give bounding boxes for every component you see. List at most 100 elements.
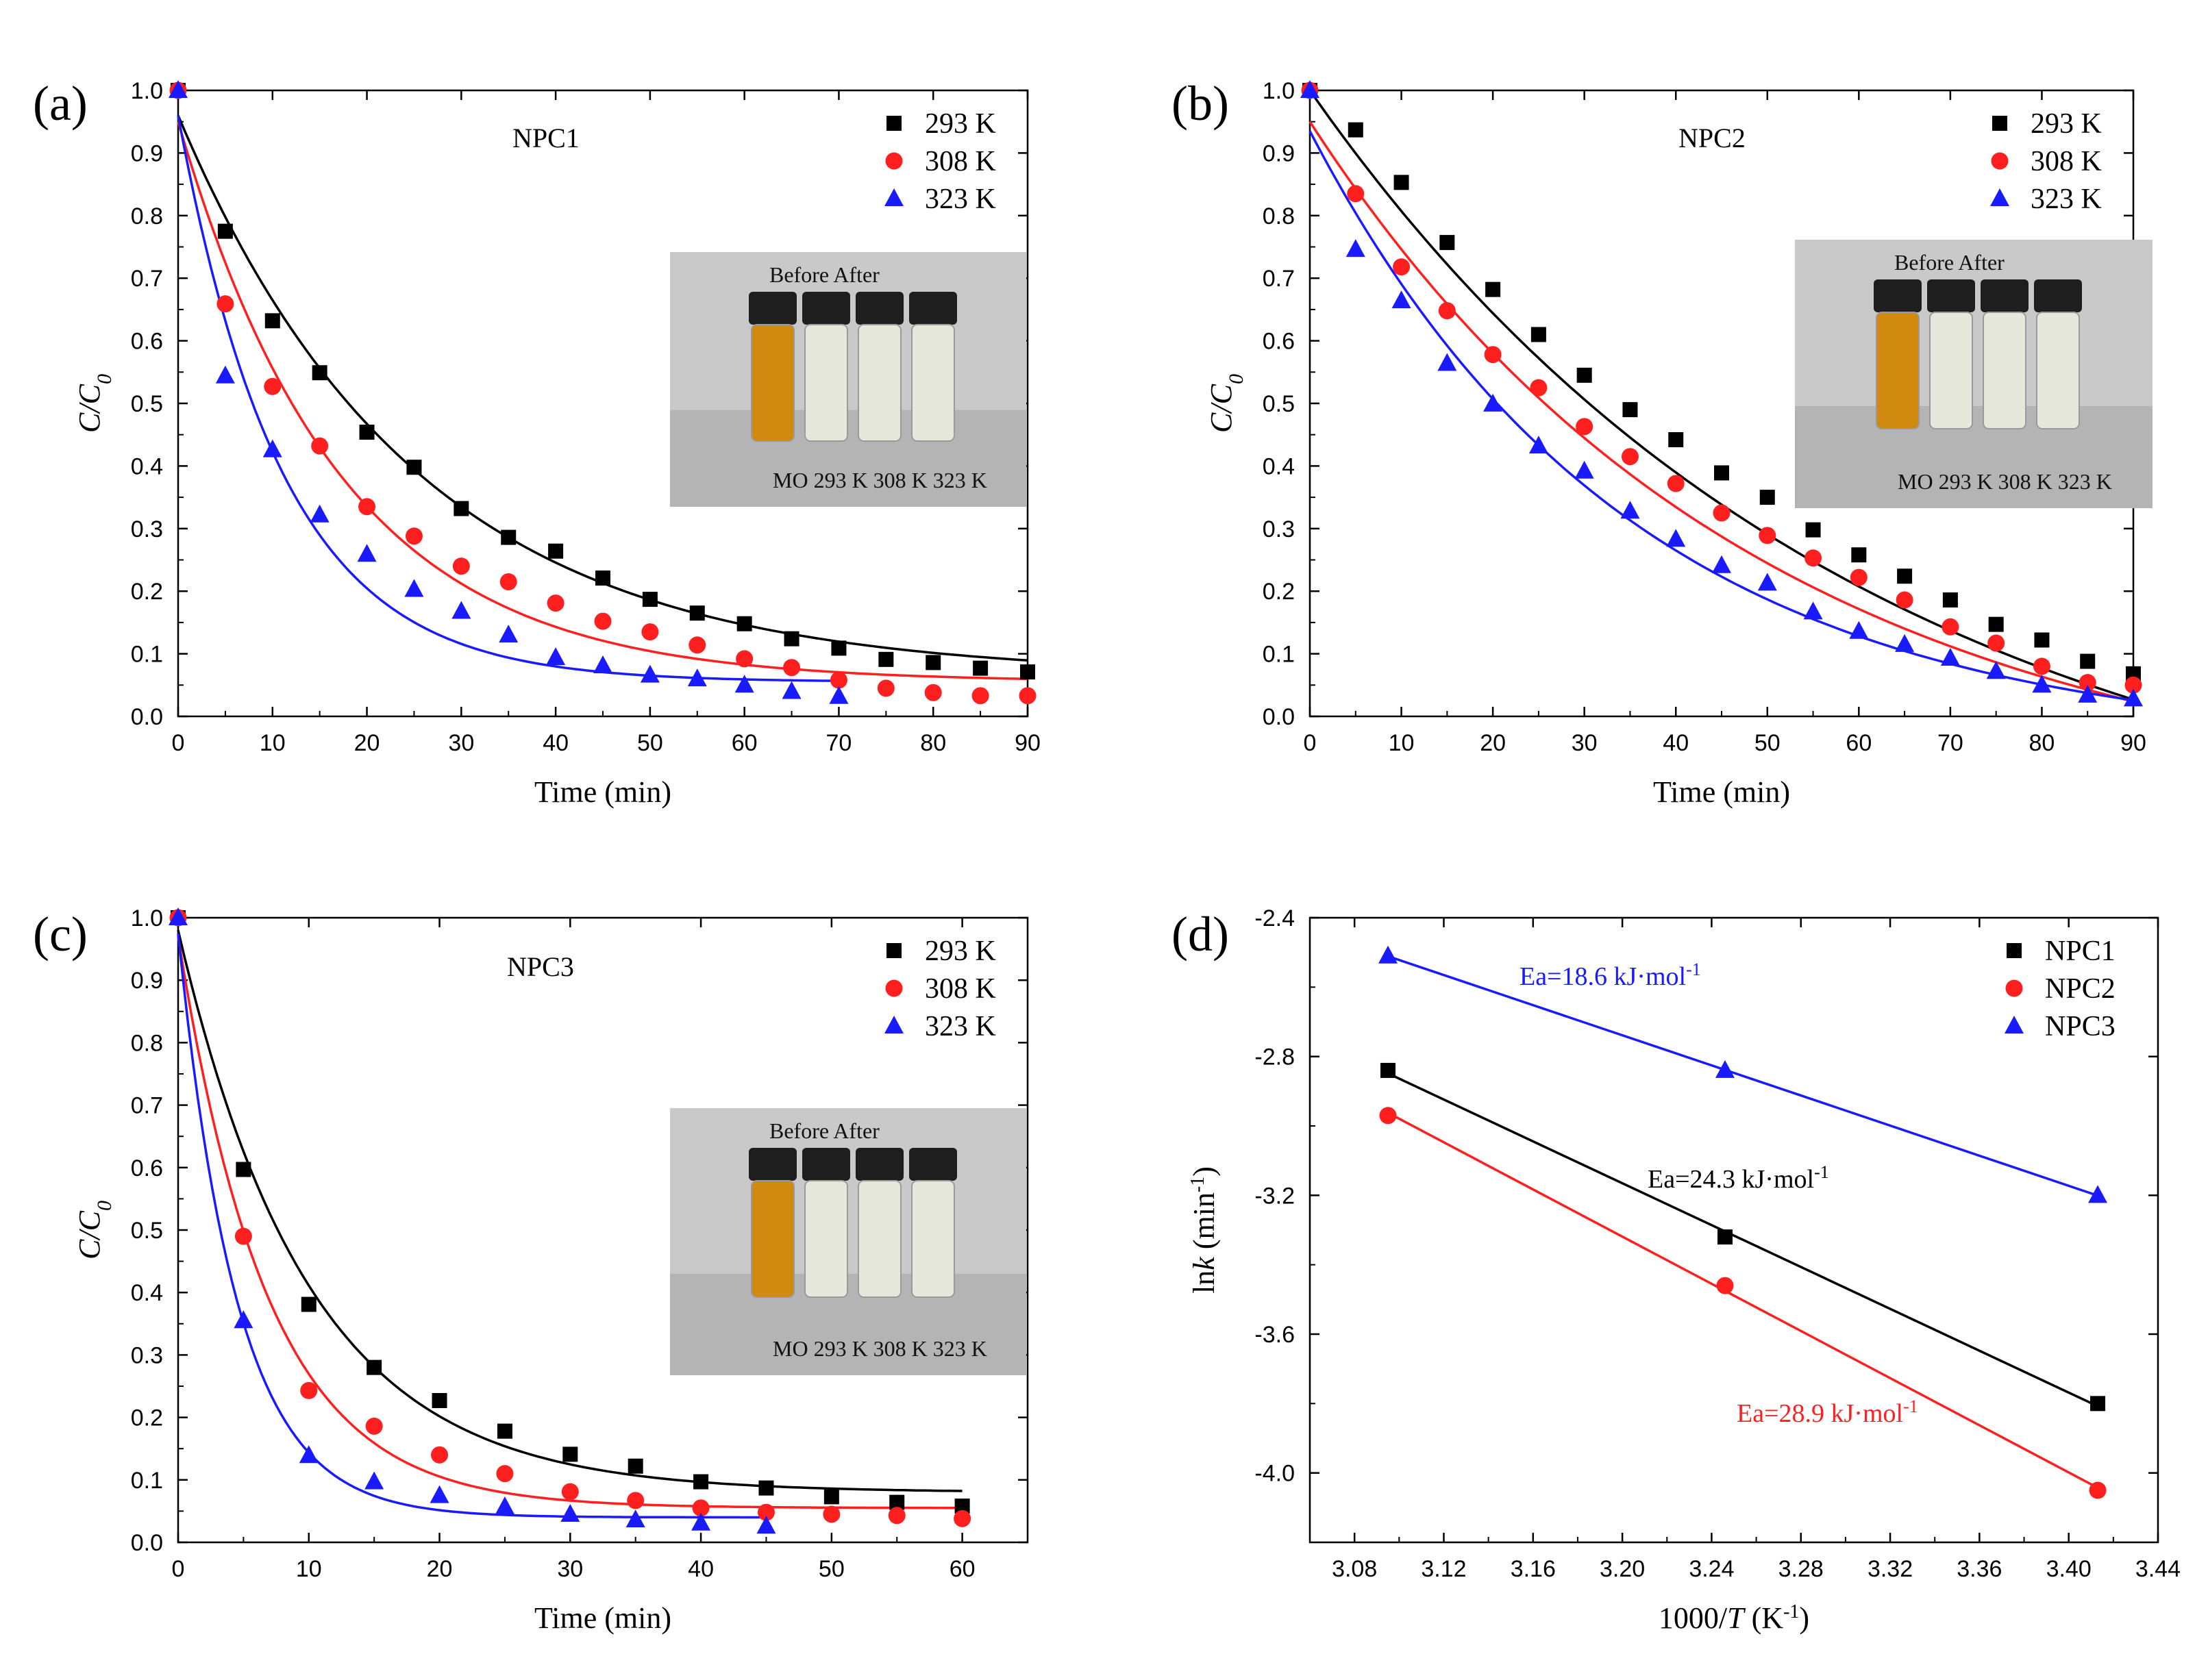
data-point (1803, 601, 1823, 620)
x-axis-title: Time (min) (534, 1601, 671, 1635)
data-point (2079, 674, 2096, 692)
data-point (2034, 632, 2050, 648)
legend-label: 293 K (2031, 108, 2102, 140)
data-point (1300, 80, 1319, 98)
data-point (169, 80, 188, 98)
x-tick-label: 30 (557, 1556, 583, 1582)
chart-title: NPC1 (512, 123, 580, 153)
vial-body (804, 1180, 848, 1298)
data-point (924, 684, 942, 701)
data-point (823, 1505, 841, 1523)
x-tick-label: 3.16 (1511, 1556, 1556, 1582)
data-point (1667, 475, 1685, 492)
data-point (1757, 573, 1777, 591)
data-point (1576, 367, 1592, 383)
vial-body (2036, 312, 2080, 429)
data-point (431, 1446, 449, 1464)
vial-body (804, 324, 848, 442)
x-tick-label: 60 (950, 1556, 976, 1582)
data-point (1530, 327, 1546, 342)
data-point (1896, 591, 1913, 609)
x-tick-label: 80 (2029, 730, 2055, 756)
data-point (628, 1458, 643, 1474)
x-tick-label: 60 (732, 730, 758, 756)
data-point (299, 1445, 319, 1464)
y-tick-label: 0.8 (131, 203, 163, 229)
data-point (1345, 239, 1365, 258)
data-point (1393, 258, 1411, 276)
y-tick-label: 0.7 (131, 266, 163, 292)
x-tick-label: 50 (1754, 730, 1781, 756)
data-point (236, 1162, 251, 1177)
inset-photo: Before After MO 293 K 308 K 323 K (1795, 240, 2153, 508)
data-point (1528, 436, 1548, 454)
vial-cap (749, 1148, 797, 1181)
inset-table (1795, 406, 2153, 508)
data-point (365, 1417, 383, 1435)
chart-a: (a) 0 10 20 30 40 50 60 70 80 90 0.0 0.1 0.2 0.3 0.4 0.5… (33, 76, 1041, 809)
data-point (1714, 465, 1729, 481)
data-point (404, 579, 424, 597)
x-tick-label: 30 (1572, 730, 1598, 756)
x-tick-label: 0 (1304, 730, 1317, 756)
x-tick-label: 80 (920, 730, 946, 756)
data-point (1715, 1060, 1735, 1078)
data-point (1716, 1277, 1734, 1294)
data-point (687, 668, 707, 687)
y-axis-title: lnk (min-1) (1187, 1166, 1221, 1294)
y-tick-label: 0.2 (131, 579, 163, 605)
data-point (1986, 661, 2006, 679)
vial-body (1983, 312, 2026, 429)
inset-before-after: Before After (769, 262, 880, 287)
data-point (692, 1499, 710, 1517)
data-point (495, 1496, 514, 1515)
y-tick-label: -2.8 (1254, 1044, 1295, 1070)
data-point (310, 504, 330, 523)
vial-body (1876, 312, 1920, 429)
y-tick-label: 1.0 (131, 78, 163, 104)
legend-marker (885, 979, 903, 997)
x-tick-label: 90 (1015, 730, 1041, 756)
chart-b: (b) 0 10 20 30 40 50 60 70 80 90 0.0 0.1 0.2 0.3 0.4 0.5… (1171, 76, 2153, 809)
data-point (547, 594, 565, 612)
data-point (548, 543, 564, 559)
y-tick-label: 0.6 (131, 1155, 163, 1181)
data-point (264, 377, 282, 395)
data-point (1897, 568, 1913, 584)
panel-label: (d) (1171, 907, 1229, 962)
data-point (829, 686, 849, 704)
y-tick-label: 0.5 (131, 391, 163, 417)
fit-line-323-K (177, 115, 839, 682)
data-point (546, 647, 566, 666)
y-tick-label: 0.4 (1263, 453, 1295, 479)
legend-marker (886, 943, 902, 958)
x-tick-label: 3.28 (1778, 1556, 1824, 1582)
data-point (501, 529, 517, 545)
data-point (1712, 555, 1731, 573)
data-point (358, 498, 376, 516)
data-point (2090, 1396, 2106, 1412)
data-point (452, 557, 470, 575)
y-tick-label: 0.3 (131, 1342, 163, 1368)
data-point (497, 1423, 512, 1439)
data-point (561, 1483, 579, 1501)
y-tick-label: 0.6 (1263, 329, 1295, 355)
data-point (2078, 684, 2098, 703)
data-point (1850, 568, 1868, 586)
legend-label: 308 K (925, 973, 996, 1005)
legend-label: 308 K (2031, 146, 2102, 177)
inset-sample-labels: MO 293 K 308 K 323 K (773, 468, 987, 492)
data-point (2124, 688, 2143, 707)
x-axis-title: Time (min) (1653, 775, 1790, 809)
data-point (691, 1512, 711, 1531)
data-point (954, 1509, 971, 1527)
legend-label: 323 K (2031, 184, 2102, 215)
legend-label: 293 K (925, 108, 996, 140)
legend-marker (884, 188, 904, 206)
y-tick-label: 0.5 (1263, 391, 1295, 417)
x-axis-title: 1000/T (K-1) (1659, 1601, 1809, 1635)
chart-d: (d) 3.08 3.12 3.16 3.20 3.24 3.28 3.32 3.36 3.40 3… (1171, 905, 2181, 1635)
data-point (1849, 620, 1869, 639)
data-point (367, 1359, 382, 1375)
